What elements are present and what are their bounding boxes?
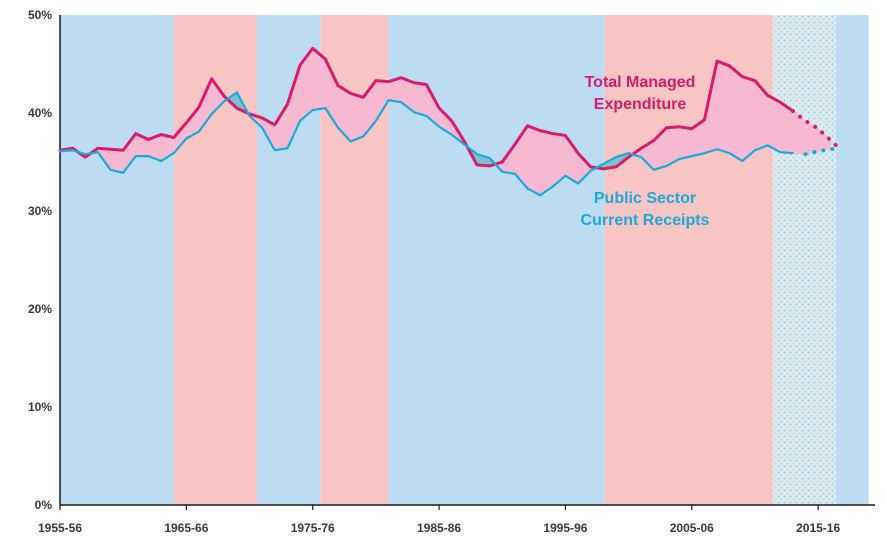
x-tick-label: 1995-96 — [543, 521, 587, 535]
y-tick-label: 0% — [35, 498, 53, 512]
fill-segment-53-0 — [729, 65, 743, 162]
x-tick-label: 1965-66 — [164, 521, 208, 535]
background-band-0 — [60, 15, 174, 505]
fill-segment-37-0 — [527, 125, 541, 196]
fill-segment-49-0 — [678, 126, 693, 160]
annotation-0-line-0: Total Managed — [585, 74, 696, 91]
fill-segment-23-0 — [350, 93, 364, 142]
y-tick-label: 10% — [28, 400, 52, 414]
x-axis-ticks: 1955-56 1965-66 1975-76 1985-86 1995-96 2005-… — [38, 505, 840, 535]
background-band-6 — [772, 15, 836, 505]
axes — [59, 15, 875, 506]
fill-segment-54-0 — [742, 76, 756, 162]
fill-segment-38-0 — [539, 130, 554, 196]
y-axis-ticks: 0% 10% 20% 30% 40% 50% — [28, 8, 52, 512]
fill-segment-28-0 — [413, 82, 427, 117]
series-annotations: Total Managed Expenditure Public Sector Cur… — [581, 74, 710, 229]
x-tick-label: 1975-76 — [291, 521, 335, 535]
series-line-0 — [58, 46, 795, 171]
y-tick-label: 30% — [28, 204, 52, 218]
x-tick-label: 2005-06 — [670, 521, 714, 535]
x-tick-label: 1985-86 — [417, 521, 461, 535]
series-forecast-1 — [803, 145, 843, 157]
y-tick-label: 40% — [28, 106, 52, 120]
series-forecast-0 — [790, 109, 843, 152]
background-band-7 — [835, 15, 869, 505]
fill-segment-56-0 — [767, 94, 781, 153]
annotation-1-line-1: Current Receipts — [581, 212, 710, 229]
series-line-1 — [58, 91, 794, 197]
series-lines — [58, 46, 843, 197]
y-tick-label: 20% — [28, 302, 52, 316]
x-tick-label: 2015-16 — [796, 521, 840, 535]
annotation-0-line-1: Expenditure — [594, 96, 687, 113]
y-tick-label: 50% — [28, 8, 52, 22]
x-tick-label: 1955-56 — [38, 521, 82, 535]
annotation-1-line-0: Public Sector — [594, 190, 696, 207]
fill-segment-52-0 — [716, 60, 730, 154]
